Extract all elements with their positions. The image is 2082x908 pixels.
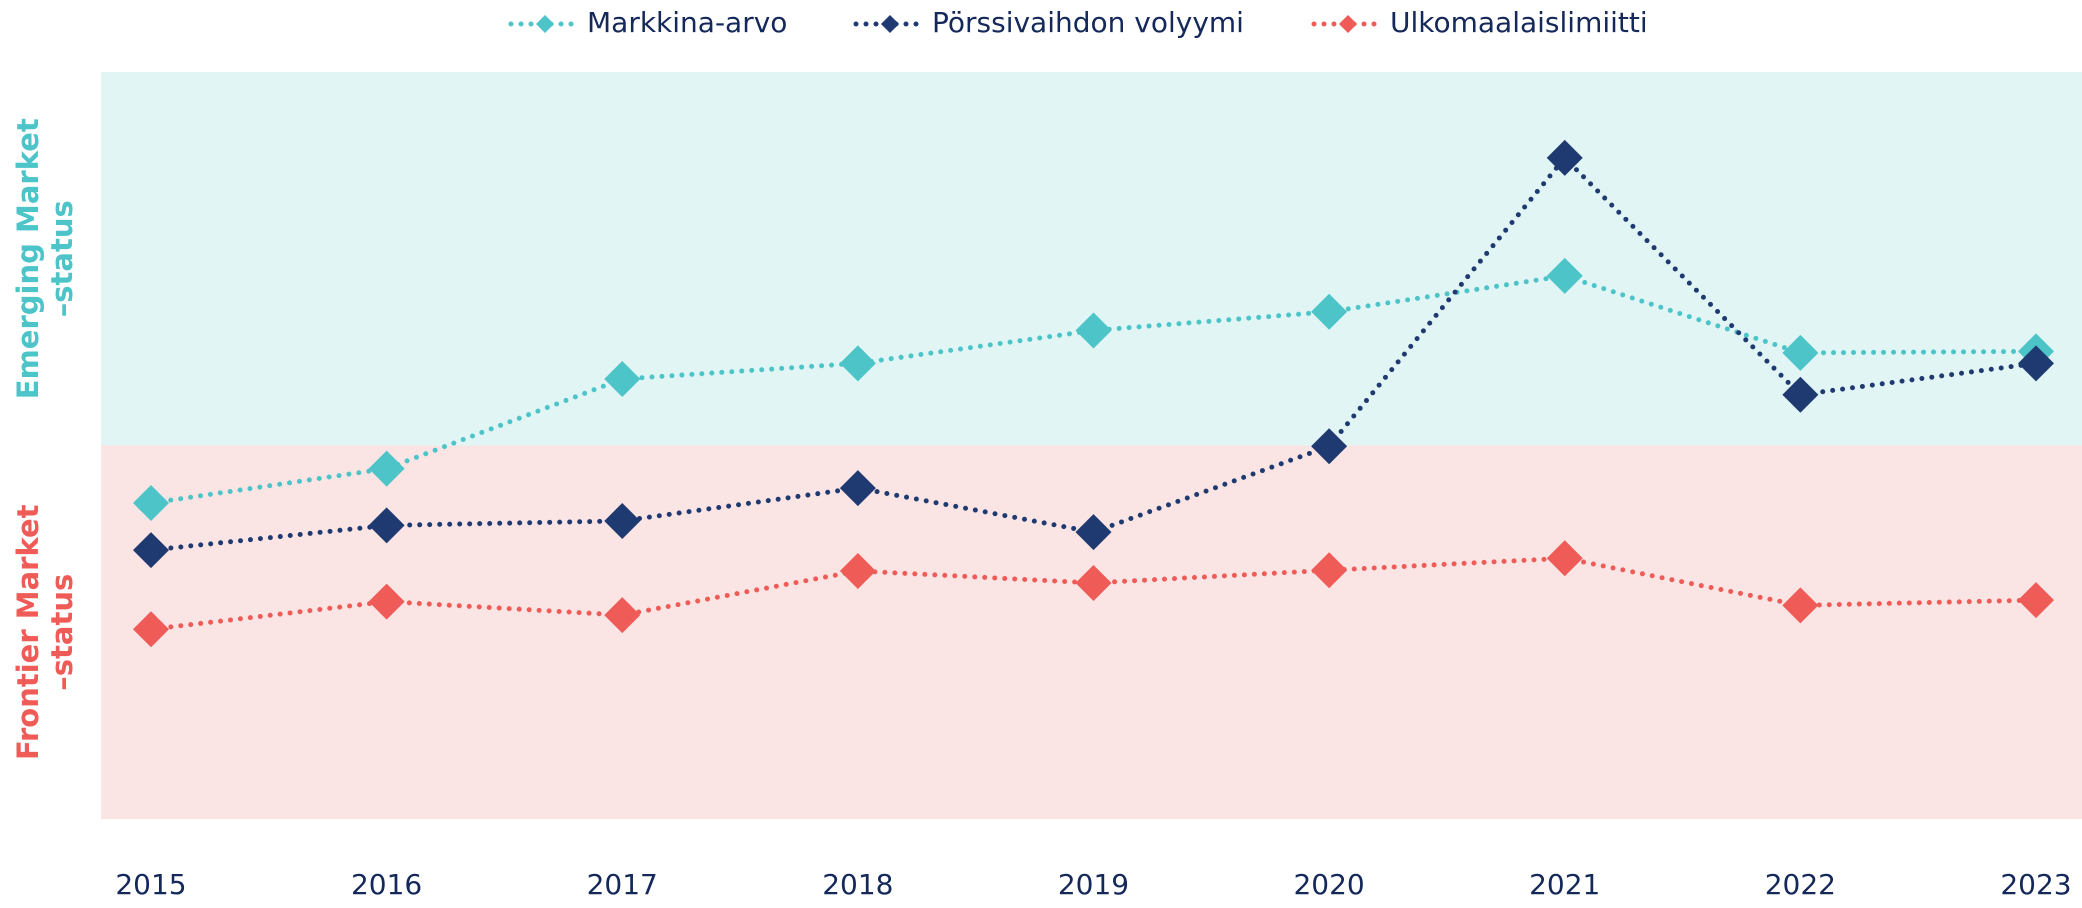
- legend-label: Pörssivaihdon volyymi: [932, 6, 1244, 39]
- point-marker: [2018, 345, 2054, 382]
- point-marker: [1546, 540, 1583, 577]
- legend-marker: [1339, 15, 1357, 33]
- x-tick-label: 2021: [1529, 868, 1600, 901]
- point-marker: [839, 345, 876, 382]
- point-marker: [1546, 257, 1583, 294]
- series-line: [148, 273, 2039, 506]
- point-marker: [604, 502, 641, 539]
- point-marker: [2018, 582, 2054, 619]
- point-marker: [1311, 293, 1348, 330]
- point-marker: [133, 485, 169, 522]
- band-label: Frontier Market: [11, 504, 45, 760]
- status-band: [101, 72, 2082, 446]
- point-marker: [1546, 139, 1583, 176]
- point-marker: [368, 507, 405, 544]
- x-tick-label: 2020: [1293, 868, 1364, 901]
- point-marker: [1311, 552, 1348, 589]
- point-marker: [1075, 312, 1112, 349]
- point-marker: [839, 552, 876, 589]
- point-marker: [839, 470, 876, 507]
- point-marker: [1782, 376, 1819, 413]
- band-label: –status: [45, 574, 79, 691]
- x-tick-label: 2023: [2000, 868, 2071, 901]
- point-marker: [1782, 334, 1819, 371]
- point-marker: [1311, 428, 1348, 465]
- legend-label: Ulkomaalaislimiitti: [1390, 6, 1648, 39]
- point-marker: [1075, 564, 1112, 601]
- x-tick-label: 2019: [1058, 868, 1129, 901]
- point-marker: [133, 611, 169, 648]
- band-label: Emerging Market: [11, 118, 45, 399]
- x-tick-label: 2016: [351, 868, 422, 901]
- x-tick-label: 2017: [587, 868, 658, 901]
- legend-label: Markkina-arvo: [587, 6, 787, 39]
- legend-marker: [881, 15, 899, 33]
- point-marker: [604, 597, 641, 634]
- point-marker: [1782, 587, 1819, 624]
- point-marker: [1075, 514, 1112, 551]
- band-label: –status: [45, 200, 79, 317]
- status-band: [101, 445, 2082, 819]
- x-tick-label: 2015: [115, 868, 186, 901]
- legend-marker: [536, 15, 554, 33]
- x-tick-label: 2022: [1765, 868, 1836, 901]
- point-marker: [604, 361, 641, 398]
- point-marker: [133, 532, 169, 569]
- x-tick-label: 2018: [822, 868, 893, 901]
- point-marker: [368, 450, 405, 487]
- point-marker: [368, 583, 405, 620]
